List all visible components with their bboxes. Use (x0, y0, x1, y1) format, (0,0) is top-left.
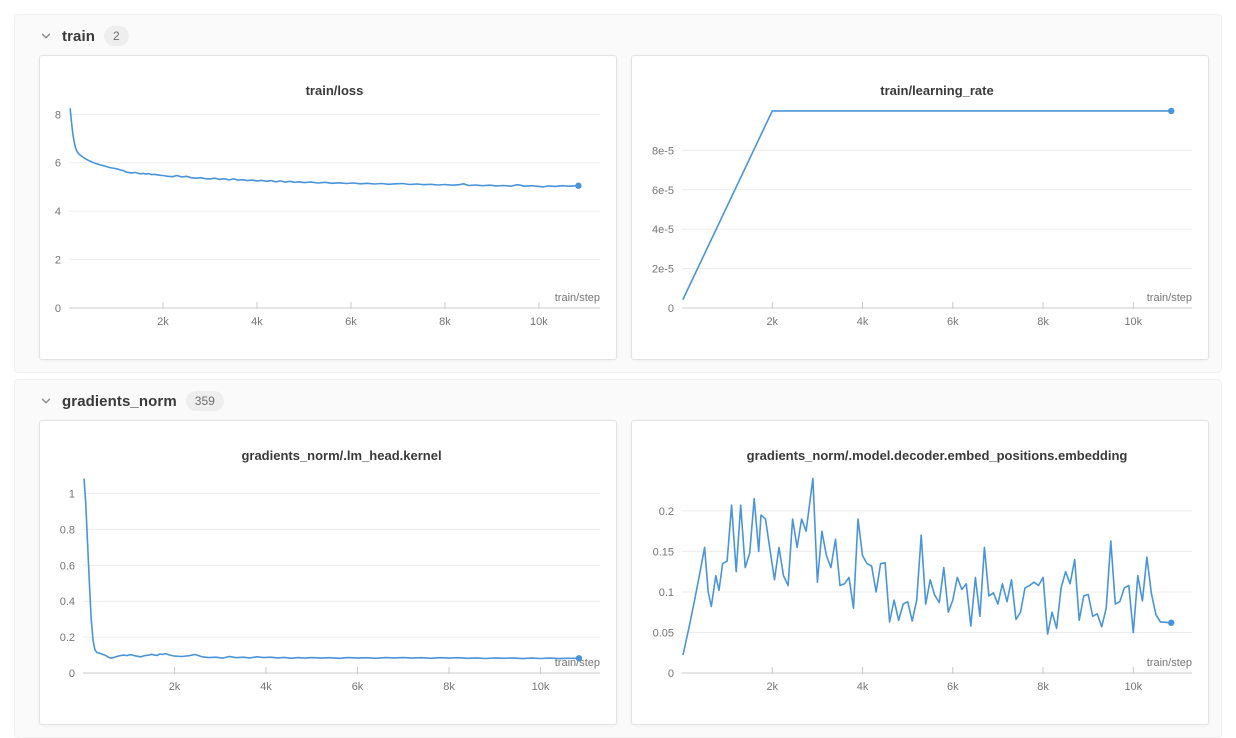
x-tick-label: 8k (443, 681, 455, 693)
chart-row: gradients_norm/.lm_head.kernel 0 0.2 0.4 0.6… (39, 420, 1209, 725)
section-train-header[interactable]: train 2 (39, 23, 1197, 49)
y-tick-label: 0.8 (60, 524, 75, 536)
x-tick-label: 6k (352, 681, 364, 693)
chart-panel-train-learning-rate[interactable]: train/learning_rate 0 2e-5 4e-5 6e-5 8e-5 2k 4k… (631, 55, 1209, 360)
y-tick-label: 4e-5 (652, 224, 674, 236)
y-tick-label: 8 (55, 109, 61, 121)
y-tick-label: 4 (55, 206, 61, 218)
chevron-down-icon[interactable] (39, 394, 53, 408)
chart-title: train/loss (306, 83, 364, 98)
y-tick-label: 2 (55, 255, 61, 267)
x-axis-label: train/step (1147, 657, 1192, 669)
y-tick-label: 0 (668, 303, 674, 315)
y-tick-label: 2e-5 (652, 264, 674, 276)
section-gradients-norm: gradients_norm 359 gradients_norm/.lm_he… (14, 379, 1222, 738)
chart-count-badge: 359 (185, 391, 224, 411)
x-axis-label: train/step (1147, 292, 1192, 304)
x-tick-label: 6k (947, 681, 959, 693)
chart-canvas[interactable]: gradients_norm/.model.decoder.embed_posi… (632, 429, 1208, 712)
x-tick-label: 4k (857, 681, 869, 693)
y-tick-label: 0.4 (60, 596, 75, 608)
y-tick-label: 1 (69, 489, 75, 501)
x-tick-label: 6k (947, 316, 959, 328)
chart-canvas[interactable]: gradients_norm/.lm_head.kernel 0 0.2 0.4 0.6… (40, 429, 616, 712)
chart-panel-embed-positions-embedding[interactable]: gradients_norm/.model.decoder.embed_posi… (631, 420, 1209, 725)
last-point-marker (1168, 619, 1175, 626)
x-tick-label: 2k (157, 316, 169, 328)
chart-title: train/learning_rate (880, 83, 993, 98)
y-tick-label: 6e-5 (652, 185, 674, 197)
chart-row: train/loss 0 2 4 6 8 2k 4k 6k 8k 10k train/step tra… (39, 55, 1209, 360)
last-point-marker (1168, 107, 1175, 115)
chevron-down-icon[interactable] (39, 29, 53, 43)
chevron-down-glyph (41, 33, 51, 39)
x-tick-label: 8k (1037, 681, 1049, 693)
section-title: gradients_norm (62, 392, 177, 410)
x-tick-label: 6k (345, 316, 357, 328)
y-tick-label: 0.15 (653, 546, 674, 558)
y-tick-label: 0.05 (653, 627, 674, 639)
chart-canvas[interactable]: train/learning_rate 0 2e-5 4e-5 6e-5 8e-5 2k 4k… (632, 64, 1208, 347)
y-tick-label: 0.1 (659, 587, 674, 599)
section-train: train 2 train/loss 0 2 4 6 8 2k 4k 6k 8k 10k train/… (14, 14, 1222, 373)
chart-title: gradients_norm/.lm_head.kernel (241, 448, 441, 463)
chart-canvas[interactable]: train/loss 0 2 4 6 8 2k 4k 6k 8k 10k train/step (40, 64, 616, 347)
x-tick-label: 10k (530, 316, 548, 328)
series-line (682, 477, 1173, 656)
series-line (69, 108, 580, 188)
chart-panel-train-loss[interactable]: train/loss 0 2 4 6 8 2k 4k 6k 8k 10k train/step (39, 55, 617, 360)
chart-title: gradients_norm/.model.decoder.embed_posi… (747, 448, 1128, 463)
x-tick-label: 2k (766, 316, 778, 328)
last-point-marker (575, 655, 583, 662)
x-axis-label: train/step (555, 657, 600, 669)
chevron-down-glyph (41, 398, 51, 404)
series-line (83, 478, 580, 660)
y-tick-label: 0 (55, 303, 61, 315)
chart-panel-lm-head-kernel[interactable]: gradients_norm/.lm_head.kernel 0 0.2 0.4 0.6… (39, 420, 617, 725)
y-tick-label: 0 (668, 668, 674, 680)
y-tick-label: 8e-5 (652, 145, 674, 157)
chart-count-badge: 2 (104, 26, 129, 46)
y-tick-label: 0.2 (60, 632, 75, 644)
last-point-marker (575, 182, 582, 189)
x-tick-label: 10k (1124, 681, 1142, 693)
y-tick-label: 0.6 (60, 560, 75, 572)
x-tick-label: 2k (766, 681, 778, 693)
y-tick-label: 6 (55, 158, 61, 170)
x-tick-label: 8k (1037, 316, 1049, 328)
x-tick-label: 10k (1124, 316, 1142, 328)
x-tick-label: 2k (169, 681, 181, 693)
y-tick-label: 0 (69, 668, 75, 680)
x-tick-label: 4k (260, 681, 272, 693)
section-title: train (62, 27, 96, 45)
x-tick-label: 4k (857, 316, 869, 328)
x-axis-label: train/step (555, 292, 600, 304)
x-tick-label: 8k (439, 316, 451, 328)
series-line (682, 110, 1173, 300)
x-tick-label: 10k (532, 681, 550, 693)
section-gradients-norm-header[interactable]: gradients_norm 359 (39, 388, 1197, 414)
x-tick-label: 4k (251, 316, 263, 328)
y-tick-label: 0.2 (659, 506, 674, 518)
